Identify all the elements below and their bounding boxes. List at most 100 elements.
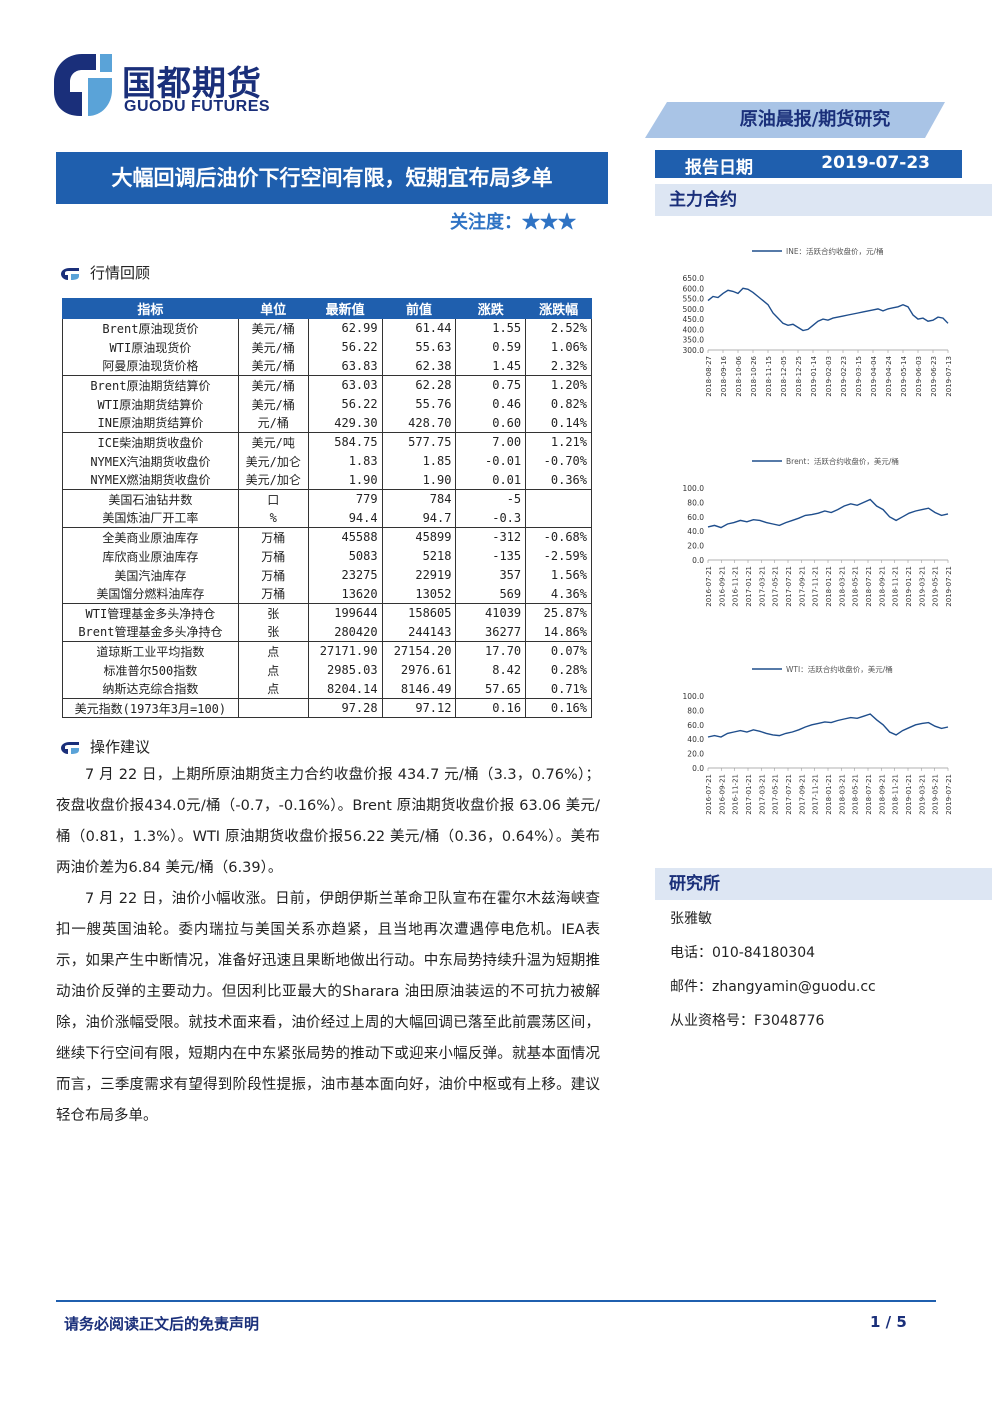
brent-price-chart: Brent：活跃合约收盘价，美元/桶 100.0 80.0 60.0 40.0 20.0 0… [683, 456, 953, 607]
table-cell: 569 [455, 584, 527, 604]
x-tick-label: 2018-09-21 [878, 774, 886, 815]
table-row: WTI管理基金多头净持仓张 199644 158605 41039 25.87% [62, 603, 592, 623]
x-tick-label: 2017-01-21 [745, 774, 753, 815]
series-line [707, 287, 949, 332]
table-cell: 8204.14 [307, 679, 383, 699]
attention-stars: ★★★ [522, 212, 576, 233]
table-cell: 779 [307, 489, 383, 509]
x-tick-label: 2019-01-21 [905, 566, 913, 607]
col-change-pct: 涨跌幅 [525, 298, 592, 319]
table-cell: 27154.20 [381, 641, 457, 661]
table-cell: 62.28 [381, 375, 457, 395]
tag-text: 原油晨报/期货研究 [739, 109, 891, 130]
x-tick-label: 2017-11-21 [812, 566, 820, 607]
table-cell: 0.60 [455, 413, 527, 433]
report-title: 大幅回调后油价下行空间有限，短期宜布局多单 [56, 152, 608, 204]
table-cell: Brent管理基金多头净持仓 [62, 622, 239, 642]
y-tick-label: 40.0 [687, 735, 704, 744]
x-tick-label: 2019-03-21 [918, 774, 926, 815]
table-cell: 万桶 [237, 546, 309, 566]
table-cell [237, 698, 309, 718]
x-tick-label: 2016-07-21 [705, 774, 713, 815]
x-tick-label: 2018-01-21 [825, 774, 833, 815]
x-tick-label: 2018-10-26 [750, 355, 758, 396]
col-unit: 单位 [237, 298, 309, 319]
table-cell: -135 [455, 546, 527, 566]
table-cell: 2985.03 [307, 660, 383, 680]
logo-en: GUODU FUTURES [124, 98, 271, 115]
x-tick-label: 2019-01-14 [810, 355, 818, 396]
x-tick-label: 2019-07-21 [945, 566, 953, 607]
x-tick-label: 2018-08-27 [705, 356, 713, 397]
x-tick-label: 2019-03-21 [918, 566, 926, 607]
table-cell: % [237, 508, 309, 528]
x-tick-label: 2019-03-15 [855, 356, 863, 397]
x-tick-label: 2018-11-21 [892, 774, 900, 815]
table-cell: 56.22 [307, 394, 383, 414]
table-cell: 97.12 [381, 698, 457, 718]
market-review-title: 行情回顾 [90, 264, 151, 282]
table-cell: 美元/吨 [237, 432, 309, 452]
x-tick-label: 2018-03-21 [838, 566, 846, 607]
attention-label: 关注度： [450, 212, 522, 233]
table-header-row: 指标 单位 最新值 前值 涨跌 涨跌幅 [62, 298, 592, 319]
table-row: Brent管理基金多头净持仓张 280420 244143 36277 14.86% [62, 622, 592, 642]
table-cell: 5218 [381, 546, 457, 566]
table-cell: 美国汽油库存 [62, 565, 239, 585]
x-tick-label: 2018-11-15 [765, 356, 773, 397]
x-tick-label: 2018-03-21 [838, 774, 846, 815]
table-cell: 美元/加仑 [237, 470, 309, 490]
guodu-logo-icon [54, 54, 112, 116]
table-row: WTI原油现货价 美元/桶 56.22 55.63 0.59 1.06% [62, 337, 592, 357]
table-cell: 14.86% [525, 622, 592, 642]
x-tick-label: 2017-03-21 [758, 774, 766, 815]
table-cell: -0.3 [455, 508, 527, 528]
x-tick-label: 2016-09-21 [718, 774, 726, 815]
col-prev: 前值 [381, 298, 457, 319]
table-cell: 61.44 [381, 318, 457, 338]
table-cell: 0.71% [525, 679, 592, 699]
logo: 国都期货 GUODU FUTURES [52, 52, 292, 120]
table-cell: 1.21% [525, 432, 592, 452]
table-cell: 280420 [307, 622, 383, 642]
legend-label: INE：活跃合约收盘价，元/桶 [786, 246, 884, 256]
table-cell: 点 [237, 641, 309, 661]
table-cell: 244143 [381, 622, 457, 642]
table-cell: 2976.61 [381, 660, 457, 680]
y-tick-label: 100.0 [683, 692, 705, 701]
table-row: Brent原油现货价 美元/桶 62.99 61.44 1.55 2.52% [62, 318, 592, 338]
table-cell: 万桶 [237, 565, 309, 585]
table-cell: ICE柴油期货收盘价 [62, 432, 239, 452]
table-cell: 5083 [307, 546, 383, 566]
table-cell: 美元/桶 [237, 337, 309, 357]
x-tick-label: 2018-09-16 [720, 355, 728, 396]
table-row: INE原油期货结算价 元/桶 429.30 428.70 0.60 0.14% [62, 413, 592, 433]
table-cell: 2.32% [525, 356, 592, 376]
report-date-label: 报告日期 [685, 158, 753, 178]
paragraph-2: 7 月 22 日，油价小幅收涨。日前，伊朗伊斯兰革命卫队宣布在霍尔木兹海峡查扣一… [56, 891, 600, 1124]
table-cell: 41039 [455, 603, 527, 623]
footer-disclaimer[interactable]: 请务必阅读正文后的免责声明 [64, 1315, 260, 1333]
y-tick-label: 300.0 [683, 346, 705, 355]
table-cell: 577.75 [381, 432, 457, 452]
table-cell: 0.14% [525, 413, 592, 433]
table-cell: 55.63 [381, 337, 457, 357]
table-row: NYMEX汽油期货收盘价 美元/加仑 1.83 1.85 -0.01 -0.70% [62, 451, 592, 471]
table-cell: WTI原油期货结算价 [62, 394, 239, 414]
table-cell: 点 [237, 660, 309, 680]
table-cell: 1.90 [307, 470, 383, 490]
x-tick-label: 2016-11-21 [732, 566, 740, 607]
attention-rating: 关注度：★★★ [450, 208, 576, 234]
table-cell: 584.75 [307, 432, 383, 452]
x-tick-label: 2019-06-23 [930, 356, 938, 397]
x-tick-label: 2017-07-21 [785, 774, 793, 815]
table-cell: 199644 [307, 603, 383, 623]
series-line [707, 713, 949, 738]
table-row: WTI原油期货结算价 美元/桶 56.22 55.76 0.46 0.82% [62, 394, 592, 414]
y-tick-label: 600.0 [683, 284, 705, 293]
market-table: 指标 单位 最新值 前值 涨跌 涨跌幅 Brent原油现货价 美元/桶 62.99 6… [62, 298, 592, 718]
table-cell: 阿曼原油现货价格 [62, 356, 239, 376]
contact-email[interactable]: 邮件：zhangyamin@guodu.cc [670, 979, 876, 995]
x-tick-label: 2018-12-25 [795, 356, 803, 397]
table-cell: 23275 [307, 565, 383, 585]
